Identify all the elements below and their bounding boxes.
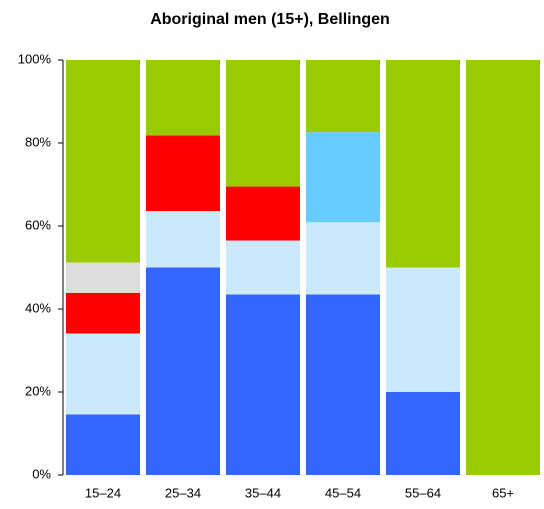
- x-tick-label: 55–64: [405, 485, 441, 500]
- x-tick-label: 25–34: [165, 485, 201, 500]
- bar-segment: [466, 60, 540, 475]
- bar-segment: [226, 240, 300, 295]
- bar-segment: [226, 186, 300, 241]
- x-tick-label: 65+: [492, 485, 514, 500]
- y-tick-label: 60%: [25, 217, 51, 232]
- bar-segment: [306, 294, 380, 475]
- y-tick-label: 40%: [25, 300, 51, 315]
- x-tick-label: 45–54: [325, 485, 361, 500]
- bar-segment: [306, 132, 380, 223]
- bar-segment: [386, 267, 460, 392]
- bar-segment: [146, 60, 220, 136]
- bar-segment: [146, 135, 220, 212]
- bar-segment: [386, 392, 460, 475]
- bar-segment: [386, 60, 460, 268]
- x-tick-label: 15–24: [85, 485, 121, 500]
- bar-segment: [66, 333, 140, 415]
- bar-segment: [146, 267, 220, 475]
- y-tick-label: 100%: [18, 51, 52, 66]
- x-tick-label: 35–44: [245, 485, 281, 500]
- bar-segment: [306, 222, 380, 295]
- bar-segment: [226, 60, 300, 187]
- bar-segment: [306, 60, 380, 133]
- bar-segment: [66, 292, 140, 334]
- bar-segment: [146, 211, 220, 268]
- chart-title: Aboriginal men (15+), Bellingen: [150, 11, 390, 28]
- y-tick-label: 20%: [25, 383, 51, 398]
- bar-segment: [66, 60, 140, 263]
- bar-segment: [226, 294, 300, 475]
- y-tick-label: 80%: [25, 134, 51, 149]
- y-tick-label: 0%: [32, 466, 51, 481]
- bar-segment: [66, 414, 140, 475]
- bar-segment: [66, 262, 140, 293]
